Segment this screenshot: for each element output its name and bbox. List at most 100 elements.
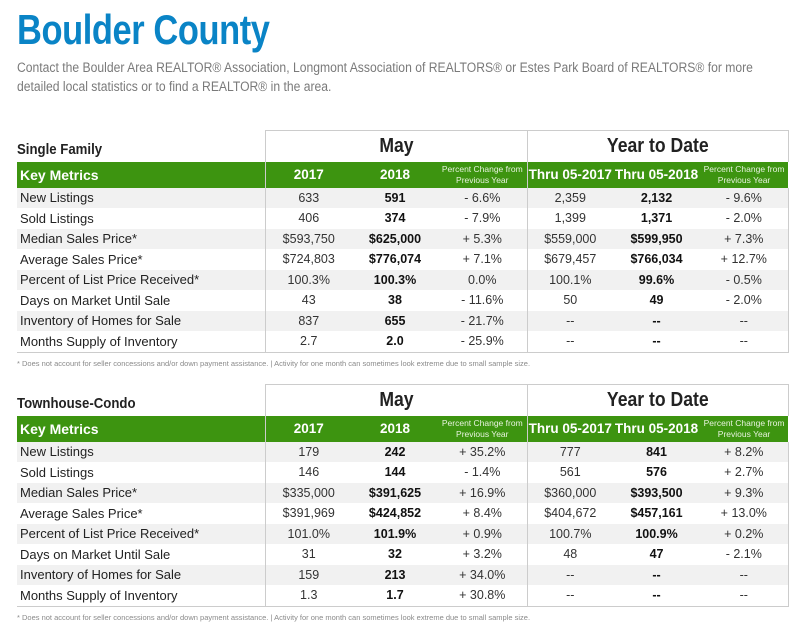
ytd-2017: 1,399	[526, 208, 614, 229]
value-2017: 159	[264, 564, 352, 585]
single-family-section: Single Family May Year to Date Key Metri…	[17, 130, 789, 368]
metric-label: Median Sales Price*	[17, 482, 265, 503]
value-2018: 100.3%	[352, 269, 438, 290]
ytd-2017: $559,000	[526, 228, 614, 249]
metric-label: Days on Market Until Sale	[20, 292, 171, 308]
value-2017: 179	[264, 441, 352, 462]
ytd-pct-change: + 0.2%	[700, 523, 789, 544]
col-2017: 2017	[264, 415, 352, 442]
section-title: Townhouse-Condo	[17, 394, 136, 412]
ytd-pct-change: + 7.3%	[700, 228, 789, 249]
col-ytd-2018: Thru 05-2018	[613, 161, 701, 188]
value-2017: 31	[264, 544, 352, 565]
metric-label: Average Sales Price*	[20, 251, 143, 267]
metric-label: Percent of List Price Received*	[17, 523, 265, 544]
value-2018: 101.9%	[352, 523, 438, 544]
pct-change: + 0.9%	[438, 523, 528, 544]
col-pct-change: Percent Change from Previous Year	[438, 161, 528, 188]
col-ytd-2017: Thru 05-2017	[526, 161, 614, 188]
ytd-pct-change: + 8.2%	[700, 441, 789, 462]
table-row: New Listings 179 242 + 35.2% 777 841 + 8.2%	[17, 441, 789, 462]
ytd-2018: --	[613, 310, 701, 331]
pct-change: - 25.9%	[438, 331, 528, 353]
metric-label: Percent of List Price Received*	[17, 269, 265, 290]
value-2018: $424,852	[368, 506, 422, 521]
ytd-pct-change: - 2.1%	[700, 544, 789, 565]
ytd-2018: 49	[649, 293, 664, 308]
metric-label: New Listings	[17, 187, 265, 208]
ytd-2018: 576	[646, 465, 667, 480]
value-2017: 100.3%	[264, 269, 352, 290]
pct-change: + 8.4%	[462, 506, 502, 521]
month-group-header: May	[264, 384, 528, 416]
value-2017: $391,969	[264, 503, 352, 524]
ytd-2018: --	[613, 564, 701, 585]
pct-change: 0.0%	[438, 269, 528, 290]
table-row: Average Sales Price* $391,969 $424,852 + 8.…	[17, 503, 789, 524]
ytd-2017: 100.1%	[526, 269, 614, 290]
table-row: Days on Market Until Sale 43 38 - 11.6% 50 49…	[17, 290, 789, 311]
ytd-2017: $360,000	[526, 482, 614, 503]
ytd-pct-change: + 9.3%	[700, 482, 789, 503]
pct-change: - 7.9%	[464, 211, 501, 226]
pct-change: + 7.1%	[462, 252, 502, 267]
ytd-2018: --	[613, 585, 701, 607]
value-2018: 591	[352, 187, 438, 208]
value-2018: $776,074	[368, 252, 422, 267]
ytd-2017: --	[526, 331, 614, 353]
ytd-2017: $404,672	[526, 503, 614, 524]
ytd-pct-change: - 0.5%	[700, 269, 789, 290]
table-row: Months Supply of Inventory 1.3 1.7 + 30.8% -…	[17, 585, 789, 607]
value-2018: 242	[352, 441, 438, 462]
value-2018: 655	[352, 310, 438, 331]
key-metrics-header: Key Metrics	[17, 161, 265, 188]
ytd-2017: 50	[526, 290, 614, 311]
value-2018: 374	[384, 211, 406, 226]
table-row: Sold Listings 146 144 - 1.4% 561 576 + 2.7%	[17, 462, 789, 483]
metrics-table: Single Family May Year to Date Key Metri…	[17, 130, 789, 353]
townhouse-condo-section: Townhouse-Condo May Year to Date Key Met…	[17, 384, 789, 622]
value-2017: 2.7	[264, 331, 352, 353]
ytd-2018: 100.9%	[613, 523, 701, 544]
metrics-table: Townhouse-Condo May Year to Date Key Met…	[17, 384, 789, 607]
col-2018: 2018	[352, 161, 438, 188]
metric-label: Months Supply of Inventory	[17, 585, 265, 607]
value-2018: $625,000	[352, 228, 438, 249]
footnote: * Does not account for seller concession…	[17, 612, 531, 622]
ytd-2017: 777	[526, 441, 614, 462]
metric-label: Days on Market Until Sale	[20, 546, 171, 562]
ytd-pct-change: - 9.6%	[700, 187, 789, 208]
table-row: Percent of List Price Received* 100.3% 100…	[17, 269, 789, 290]
table-row: Average Sales Price* $724,803 $776,074 + 7.…	[17, 249, 789, 270]
value-2017: 633	[264, 187, 352, 208]
pct-change: - 11.6%	[461, 293, 504, 308]
table-row: Inventory of Homes for Sale 837 655- 21.7%…	[17, 310, 789, 331]
table-row: Median Sales Price* $335,000 $391,625 + 16.…	[17, 482, 789, 503]
ytd-2017: --	[526, 585, 614, 607]
ytd-2018: 841	[613, 441, 701, 462]
ytd-2017: 2,359	[526, 187, 614, 208]
ytd-2018: $457,161	[630, 506, 683, 521]
ytd-2018: $599,950	[613, 228, 701, 249]
ytd-pct-change: - 2.0%	[700, 208, 789, 229]
pct-change: + 3.2%	[462, 547, 502, 562]
value-2017: 837	[264, 310, 352, 331]
table-row: Days on Market Until Sale 31 32 + 3.2% 48 47 -…	[17, 544, 789, 565]
col-2018: 2018	[352, 415, 438, 442]
value-2018: 1.7	[352, 585, 438, 607]
pct-change: - 6.6%	[438, 187, 528, 208]
ytd-pct-change: --	[700, 310, 789, 331]
pct-change: + 34.0%	[438, 564, 528, 585]
ytd-pct-change: + 12.7%	[700, 249, 789, 270]
col-ytd-2017: Thru 05-2017	[526, 415, 614, 442]
metric-label: Months Supply of Inventory	[17, 331, 265, 353]
ytd-2018: 47	[649, 547, 664, 562]
metric-label: Sold Listings	[20, 464, 94, 480]
value-2018: $391,625	[352, 482, 438, 503]
month-group-header: May	[264, 130, 528, 162]
ytd-2017: 561	[526, 462, 614, 483]
metric-label: Average Sales Price*	[20, 505, 143, 521]
value-2017: $724,803	[264, 249, 352, 270]
value-2018: 38	[388, 293, 402, 308]
metric-label: Sold Listings	[20, 210, 94, 226]
